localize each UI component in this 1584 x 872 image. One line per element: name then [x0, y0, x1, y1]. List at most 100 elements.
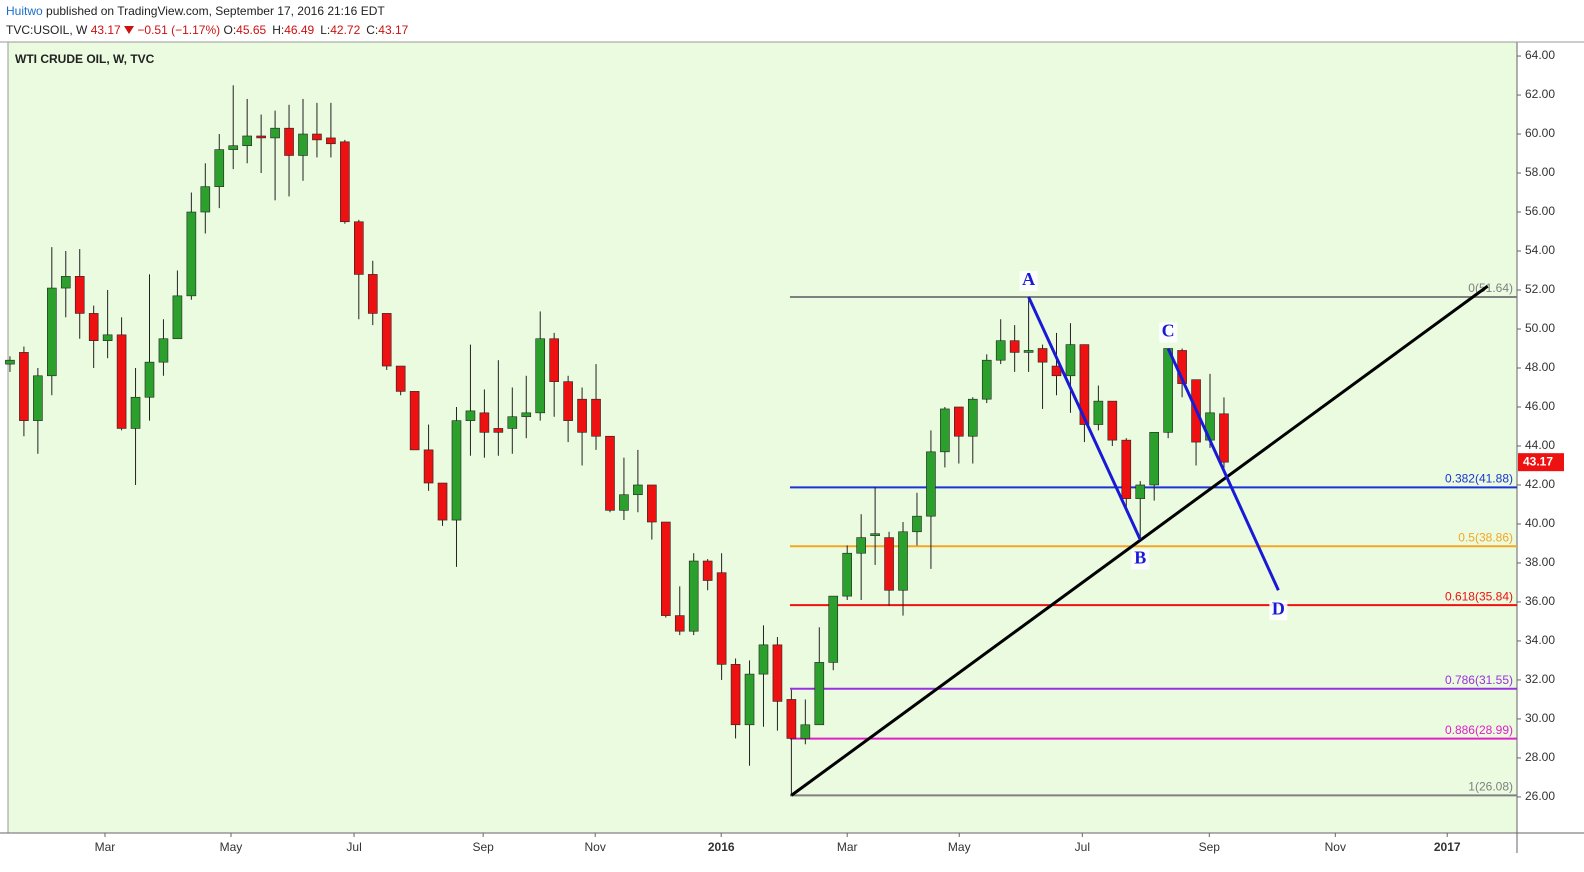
trendline — [790, 284, 1489, 797]
candle-body — [1023, 350, 1034, 353]
candle-body — [102, 334, 113, 341]
candle-body — [326, 137, 336, 145]
x-tick-label: Mar — [837, 840, 858, 854]
x-tick-label: Nov — [585, 840, 606, 854]
candle-body — [1093, 400, 1104, 425]
candle-body — [1135, 484, 1146, 499]
candle-body — [88, 313, 99, 341]
y-tick-label: 26.00 — [1525, 789, 1555, 803]
y-tick-label: 40.00 — [1525, 516, 1555, 530]
candle-body — [1163, 348, 1173, 433]
candle-body — [270, 127, 280, 139]
candle-body — [688, 560, 699, 632]
candle-body — [1079, 344, 1090, 425]
candle-body — [842, 552, 853, 597]
pattern-leg — [1166, 347, 1280, 591]
candle-body — [758, 644, 769, 675]
candle-body — [242, 135, 252, 147]
candle-body — [214, 149, 225, 187]
candle-body — [74, 276, 85, 314]
candle-body — [730, 664, 741, 726]
header-line: Huitwo published on TradingView.com, Sep… — [6, 2, 414, 21]
x-tick-label: May — [948, 840, 971, 854]
fib-label: 1(26.08) — [1468, 780, 1513, 794]
x-tick-label: Jul — [1075, 840, 1090, 854]
candle-body — [1205, 412, 1215, 441]
pattern-label-bg — [1019, 271, 1038, 292]
candle-body — [786, 699, 797, 739]
candle-body — [1065, 344, 1076, 377]
y-tick-label: 62.00 — [1525, 87, 1555, 101]
y-tick-label: 56.00 — [1525, 204, 1555, 218]
candle-body — [5, 359, 15, 365]
y-tick-label: 60.00 — [1525, 126, 1555, 140]
author[interactable]: Huitwo — [6, 4, 43, 18]
header: Huitwo published on TradingView.com, Sep… — [6, 2, 414, 40]
ohlc-label: O: — [223, 23, 237, 37]
candle-body — [660, 521, 671, 616]
candle-body — [674, 615, 685, 632]
candle-body — [1037, 348, 1048, 363]
fib-label: 0.382(41.88) — [1445, 471, 1513, 485]
candle-body — [1051, 365, 1062, 377]
last-price-label: 43.17 — [1523, 454, 1553, 468]
candle-body — [549, 338, 559, 382]
ohlc-label: C: — [366, 23, 379, 37]
candle-body — [354, 221, 364, 275]
candle-body — [647, 484, 657, 523]
candle-body — [47, 287, 57, 377]
candle-body — [619, 494, 629, 511]
pattern-label: A — [1022, 269, 1035, 289]
candle-body — [563, 381, 573, 421]
candle-body — [186, 211, 197, 297]
candle-body — [1149, 432, 1159, 486]
candle-body — [884, 537, 894, 591]
candle-body — [995, 340, 1006, 361]
ohlc-label: L: — [320, 23, 331, 37]
candle-body — [200, 186, 211, 213]
candle-body — [591, 398, 601, 437]
y-tick-label: 44.00 — [1525, 438, 1555, 452]
fib-label: 0.5(38.86) — [1458, 530, 1513, 544]
pattern-label-bg — [1159, 322, 1178, 343]
candle-body — [1219, 413, 1229, 463]
candle-body — [912, 515, 922, 533]
candle-body — [577, 398, 587, 433]
candle-body — [967, 398, 978, 437]
pattern-label-bg — [1131, 549, 1150, 570]
candle-body — [228, 145, 239, 150]
x-tick-label: Sep — [1199, 840, 1221, 854]
candle-body — [535, 338, 546, 414]
y-tick-label: 50.00 — [1525, 321, 1555, 335]
candle-body — [605, 435, 615, 511]
candle-body — [716, 572, 727, 665]
candle-body — [814, 662, 825, 726]
candle-body — [158, 338, 169, 363]
y-tick-label: 32.00 — [1525, 672, 1555, 686]
candle-body — [116, 334, 127, 429]
candle-body — [367, 274, 378, 314]
candle-body — [772, 644, 783, 702]
candle-body — [437, 482, 448, 521]
candle-body — [954, 406, 964, 437]
x-tick-label: Nov — [1325, 840, 1346, 854]
candle-body — [451, 420, 462, 521]
x-tick-label: 2017 — [1434, 840, 1461, 854]
published: published on TradingView.com, September … — [46, 4, 385, 18]
candle-body — [898, 531, 908, 591]
y-tick-label: 48.00 — [1525, 360, 1555, 374]
y-tick-label: 34.00 — [1525, 633, 1555, 647]
candle-body — [409, 391, 420, 451]
header-line: TVC:USOIL, W 43.17 −0.51 (−1.17%) O:45.6… — [6, 21, 414, 40]
ohlc-value: 43.17 — [378, 23, 409, 37]
pattern-label-bg — [1269, 600, 1288, 621]
candle-body — [981, 359, 992, 400]
candle-body — [479, 412, 490, 433]
y-tick-label: 58.00 — [1525, 165, 1555, 179]
candle-body — [870, 533, 880, 536]
candle-body — [130, 396, 141, 429]
y-tick-label: 36.00 — [1525, 594, 1555, 608]
candle-body — [312, 133, 322, 141]
candle-body — [381, 313, 392, 367]
